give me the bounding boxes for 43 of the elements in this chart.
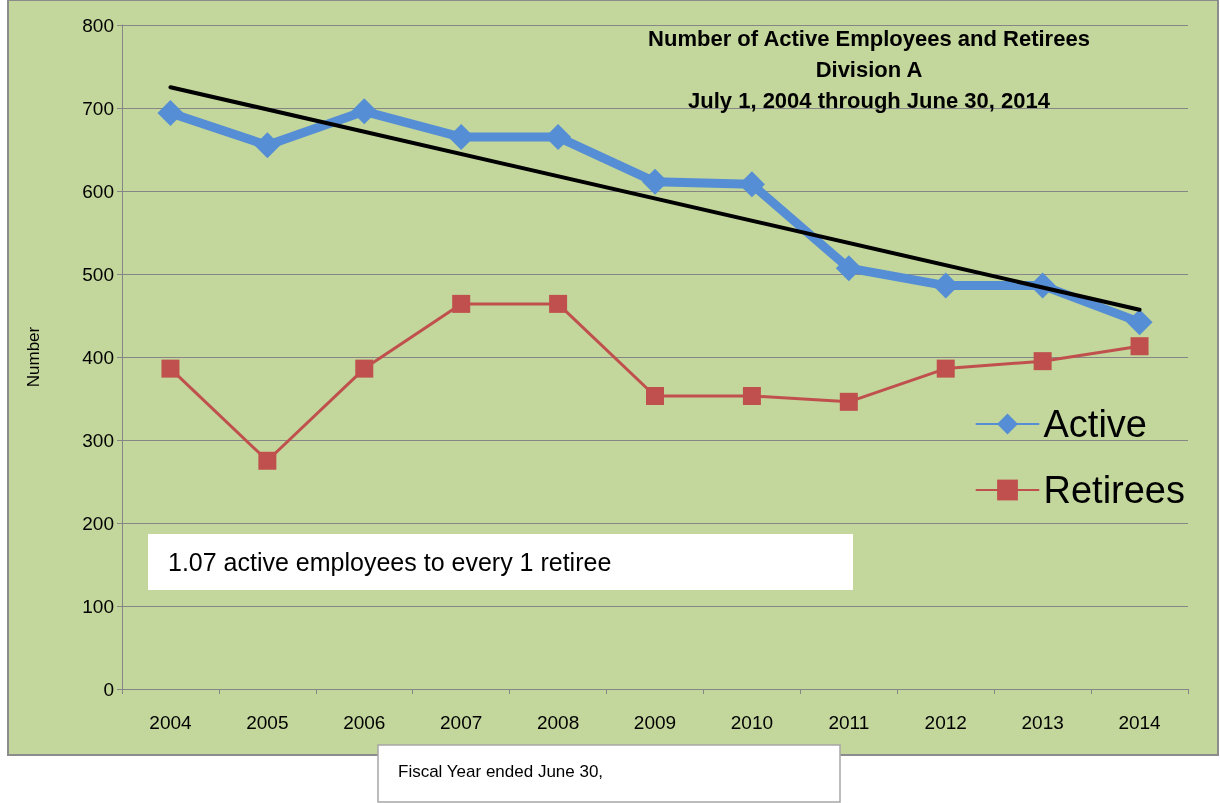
- point: [742, 387, 761, 406]
- x-tick-label: 2006: [343, 712, 386, 733]
- note-box: 1.07 active employees to every 1 retiree: [148, 534, 853, 590]
- x-axis-title: Fiscal Year ended June 30,: [398, 762, 604, 781]
- y-tick-label: 400: [82, 346, 114, 368]
- legend-label: Active: [1043, 403, 1147, 445]
- x-tick-label: 2012: [924, 712, 967, 733]
- y-tick-label: 200: [82, 512, 114, 534]
- point: [157, 99, 184, 126]
- point: [835, 255, 862, 282]
- x-tick-label: 2009: [633, 712, 677, 733]
- x-tick-label: 2008: [536, 712, 580, 733]
- text: Number of Active Employees and Retirees Division A July 1, 2004 through June 30, 2014: [648, 26, 1090, 113]
- point: [1130, 337, 1149, 356]
- y-tick-label: 800: [82, 14, 114, 36]
- x-tick-label: 2014: [1118, 712, 1162, 733]
- point: [1033, 352, 1052, 371]
- point: [254, 132, 281, 159]
- y-tick-label: 100: [82, 595, 114, 617]
- point: [161, 359, 180, 378]
- point: [549, 294, 568, 313]
- x-tick-label: 2013: [1021, 712, 1064, 733]
- y-tick-label: 600: [82, 180, 114, 202]
- point: [258, 451, 277, 470]
- point: [646, 387, 664, 406]
- x-tick-label: 2005: [246, 712, 289, 733]
- point: [452, 294, 471, 313]
- x-tick-label: 2004: [149, 712, 193, 733]
- point: [839, 392, 858, 411]
- x-tick-label: 2007: [440, 712, 483, 733]
- point: [1126, 309, 1153, 336]
- legend-label: Retirees: [1043, 469, 1185, 511]
- point: [355, 359, 374, 378]
- y-tick-label: 300: [82, 429, 114, 451]
- y-axis-title: Number: [24, 326, 43, 388]
- y-tick-label: 500: [82, 263, 114, 285]
- annotation: 1.07 active employees to every 1 retiree: [168, 548, 612, 576]
- x-tick-label: 2010: [730, 712, 774, 733]
- x-tick-label: 2011: [828, 712, 870, 733]
- point: [351, 98, 378, 125]
- y-tick-label: 700: [82, 97, 114, 119]
- point: [936, 359, 955, 378]
- y-tick-label: 0: [103, 678, 114, 700]
